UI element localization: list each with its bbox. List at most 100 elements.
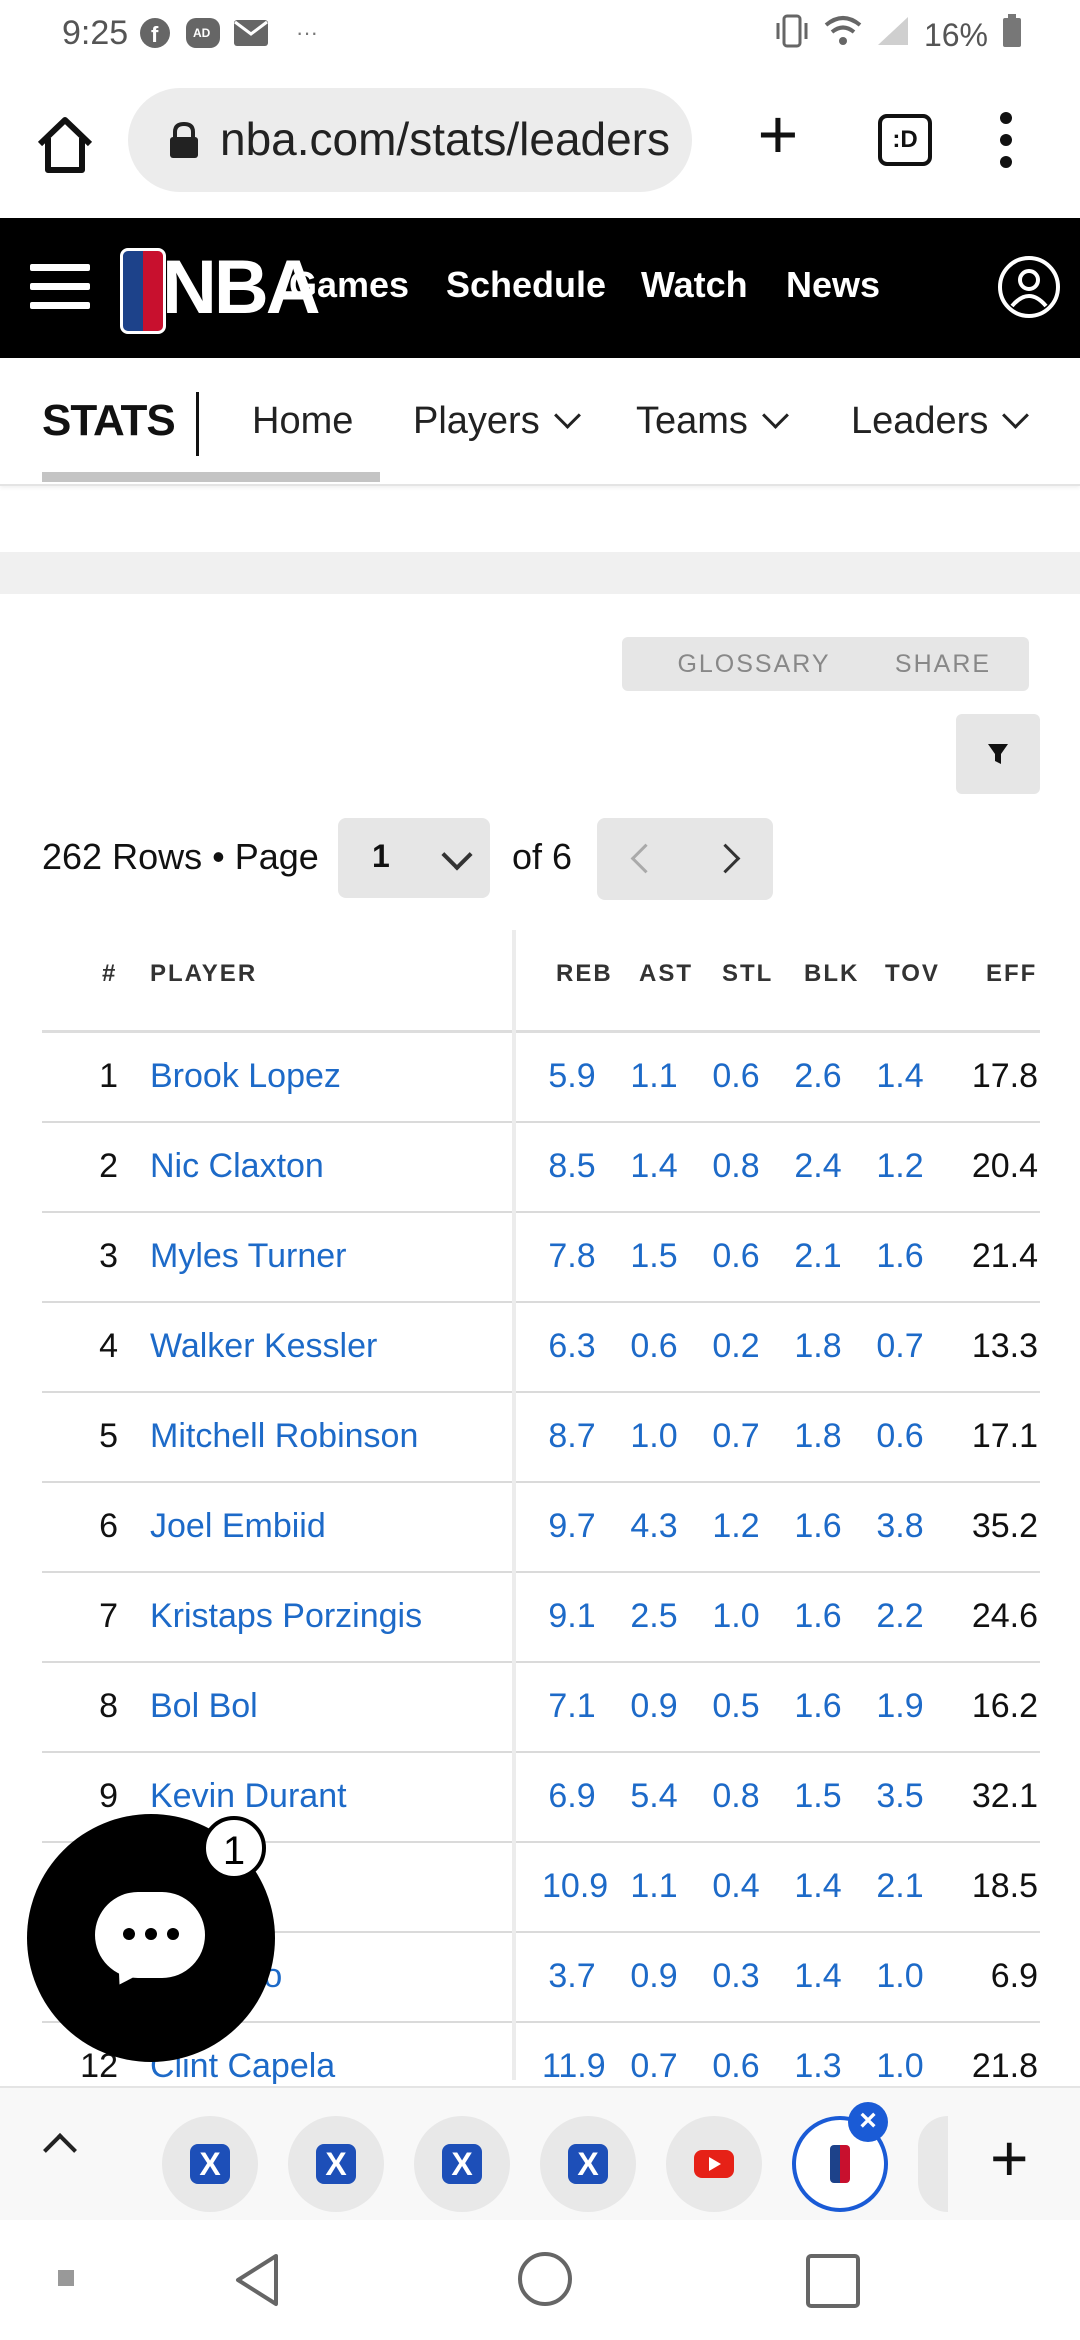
- ast-cell[interactable]: 0.9: [630, 1687, 678, 1725]
- nav-square-icon[interactable]: [58, 2270, 74, 2286]
- col-blk[interactable]: BLK: [804, 960, 860, 987]
- stl-cell[interactable]: 0.8: [712, 1147, 760, 1185]
- add-tab-button[interactable]: +: [990, 2121, 1029, 2195]
- reb-cell[interactable]: 9.1: [548, 1597, 596, 1635]
- home-nav-icon[interactable]: [518, 2252, 572, 2306]
- reb-cell[interactable]: 8.5: [548, 1147, 596, 1185]
- tov-cell[interactable]: 1.2: [876, 1147, 924, 1185]
- ast-cell[interactable]: 5.4: [630, 1777, 678, 1815]
- url-bar[interactable]: nba.com/stats/leaders: [128, 88, 692, 192]
- tab-youtube[interactable]: [666, 2116, 762, 2212]
- player-link[interactable]: Kristaps Porzingis: [150, 1597, 423, 1635]
- blk-cell[interactable]: 2.1: [794, 1237, 842, 1275]
- stats-title[interactable]: STATS: [42, 396, 176, 445]
- next-page-icon[interactable]: [710, 843, 741, 874]
- reb-cell[interactable]: 5.9: [548, 1057, 596, 1095]
- stl-cell[interactable]: 0.3: [712, 1957, 760, 1995]
- blk-cell[interactable]: 2.6: [794, 1057, 842, 1095]
- player-link[interactable]: Bol Bol: [150, 1687, 258, 1725]
- blk-cell[interactable]: 1.5: [794, 1777, 842, 1815]
- ast-cell[interactable]: 4.3: [630, 1507, 678, 1545]
- ast-cell[interactable]: 0.9: [630, 1957, 678, 1995]
- ast-cell[interactable]: 0.6: [630, 1327, 678, 1365]
- ast-cell[interactable]: 1.1: [630, 1867, 678, 1905]
- ast-cell[interactable]: 1.4: [630, 1147, 678, 1185]
- col-reb[interactable]: REB: [556, 960, 613, 987]
- reb-cell[interactable]: 6.3: [548, 1327, 596, 1365]
- subnav-players[interactable]: Players: [413, 400, 581, 443]
- stl-cell[interactable]: 0.8: [712, 1777, 760, 1815]
- col-stl[interactable]: STL: [722, 960, 774, 987]
- ast-cell[interactable]: 2.5: [630, 1597, 678, 1635]
- nav-games[interactable]: Games: [289, 264, 410, 305]
- stl-cell[interactable]: 0.6: [712, 1237, 760, 1275]
- page-select[interactable]: 1: [338, 818, 490, 898]
- player-link[interactable]: Joel Embiid: [150, 1507, 326, 1545]
- menu-button[interactable]: [1000, 112, 1014, 168]
- player-link[interactable]: Walker Kessler: [150, 1327, 378, 1365]
- col-eff[interactable]: EFF: [986, 960, 1038, 987]
- filter-button[interactable]: [956, 714, 1040, 794]
- tab-x-3[interactable]: X: [414, 2116, 510, 2212]
- stl-cell[interactable]: 0.7: [712, 1417, 760, 1455]
- blk-cell[interactable]: 1.6: [794, 1687, 842, 1725]
- stl-cell[interactable]: 0.6: [712, 2047, 760, 2085]
- tov-cell[interactable]: 0.7: [876, 1327, 924, 1365]
- tov-cell[interactable]: 1.0: [876, 2047, 924, 2085]
- reb-cell[interactable]: 8.7: [548, 1417, 596, 1455]
- tov-cell[interactable]: 2.2: [876, 1597, 924, 1635]
- col-rank[interactable]: #: [102, 960, 118, 987]
- stl-cell[interactable]: 0.6: [712, 1057, 760, 1095]
- tab-x-4[interactable]: X: [540, 2116, 636, 2212]
- blk-cell[interactable]: 1.8: [794, 1417, 842, 1455]
- stl-cell[interactable]: 0.5: [712, 1687, 760, 1725]
- tov-cell[interactable]: 3.8: [876, 1507, 924, 1545]
- tov-cell[interactable]: 1.9: [876, 1687, 924, 1725]
- ast-cell[interactable]: 1.0: [630, 1417, 678, 1455]
- blk-cell[interactable]: 1.6: [794, 1597, 842, 1635]
- stl-cell[interactable]: 1.0: [712, 1597, 760, 1635]
- user-account-icon[interactable]: [998, 256, 1060, 318]
- reb-cell[interactable]: 7.1: [548, 1687, 596, 1725]
- recents-icon[interactable]: [806, 2254, 860, 2308]
- blk-cell[interactable]: 1.3: [794, 2047, 842, 2085]
- player-link[interactable]: Nic Claxton: [150, 1147, 324, 1185]
- nav-watch[interactable]: Watch: [641, 264, 748, 305]
- reb-cell[interactable]: 7.8: [548, 1237, 596, 1275]
- nav-schedule[interactable]: Schedule: [446, 264, 607, 305]
- new-tab-button[interactable]: +: [757, 95, 799, 173]
- col-player[interactable]: PLAYER: [150, 960, 258, 987]
- share-button[interactable]: SHARE: [857, 637, 1029, 691]
- tab-x-1[interactable]: X: [162, 2116, 258, 2212]
- stl-cell[interactable]: 1.2: [712, 1507, 760, 1545]
- player-link[interactable]: Kevin Durant: [150, 1777, 347, 1815]
- close-tab-icon[interactable]: ×: [848, 2102, 888, 2142]
- nba-logo-text[interactable]: NBA: [162, 245, 321, 330]
- subnav-teams[interactable]: Teams: [636, 400, 789, 443]
- col-ast[interactable]: AST: [639, 960, 693, 987]
- blk-cell[interactable]: 1.4: [794, 1957, 842, 1995]
- reb-cell[interactable]: 3.7: [548, 1957, 596, 1995]
- reb-cell[interactable]: 6.9: [548, 1777, 596, 1815]
- tab-partial[interactable]: [918, 2116, 948, 2212]
- chevron-up-icon[interactable]: [43, 2133, 77, 2167]
- tab-x-2[interactable]: X: [288, 2116, 384, 2212]
- col-tov[interactable]: TOV: [885, 960, 940, 987]
- tov-cell[interactable]: 1.4: [876, 1057, 924, 1095]
- player-link[interactable]: Mitchell Robinson: [150, 1417, 419, 1455]
- nba-logo-icon[interactable]: [120, 248, 166, 334]
- tab-switcher-button[interactable]: :D: [878, 114, 932, 166]
- tov-cell[interactable]: 1.0: [876, 1957, 924, 1995]
- nav-news[interactable]: News: [786, 264, 881, 305]
- ast-cell[interactable]: 1.5: [630, 1237, 678, 1275]
- reb-cell[interactable]: 9.7: [548, 1507, 596, 1545]
- tov-cell[interactable]: 3.5: [876, 1777, 924, 1815]
- ast-cell[interactable]: 1.1: [630, 1057, 678, 1095]
- hamburger-menu-icon[interactable]: [30, 264, 90, 310]
- player-link[interactable]: Myles Turner: [150, 1237, 347, 1275]
- glossary-button[interactable]: GLOSSARY: [622, 637, 886, 691]
- blk-cell[interactable]: 1.8: [794, 1327, 842, 1365]
- stl-cell[interactable]: 0.2: [712, 1327, 760, 1365]
- blk-cell[interactable]: 1.4: [794, 1867, 842, 1905]
- blk-cell[interactable]: 1.6: [794, 1507, 842, 1545]
